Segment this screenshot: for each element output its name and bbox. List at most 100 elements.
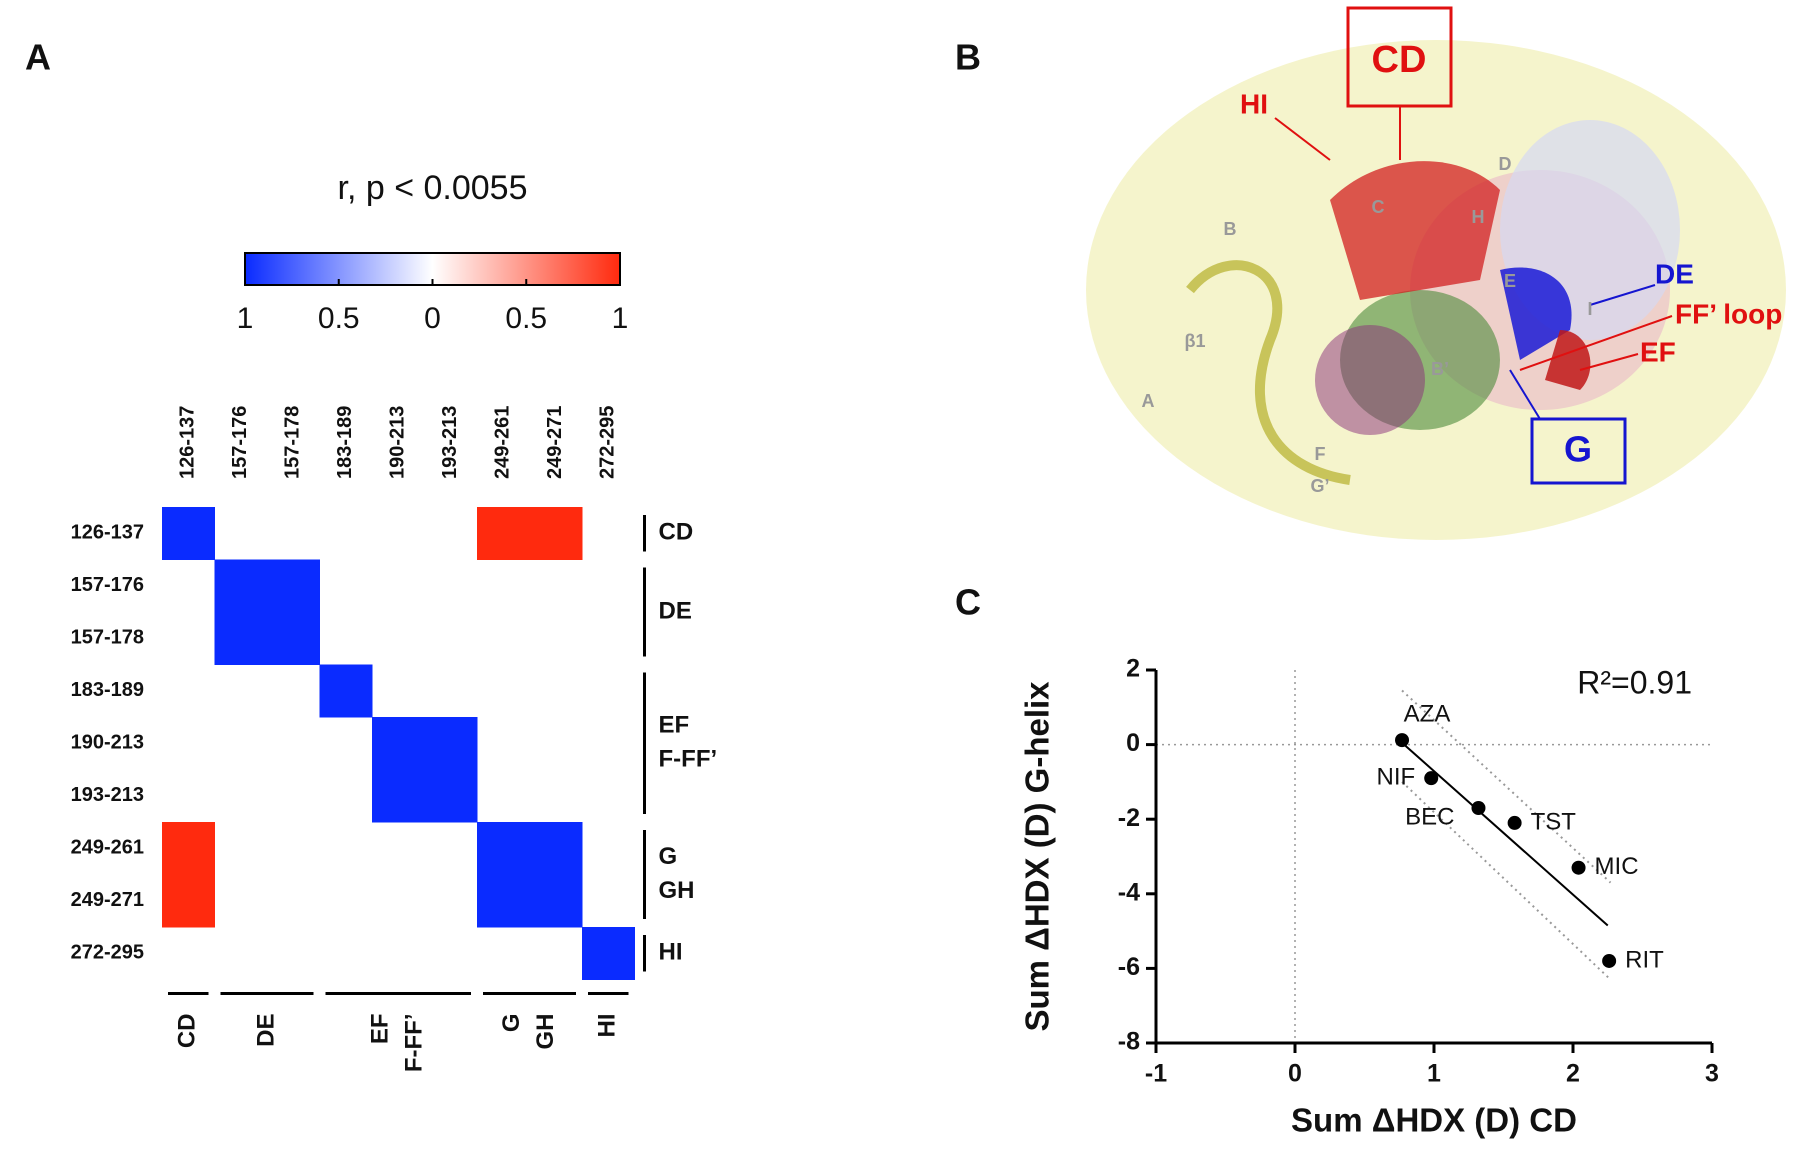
row-group-label: DE [659,597,692,624]
column-group-label: HI [594,1014,621,1038]
point-label: MIC [1595,853,1639,880]
column-label: 249-271 [544,406,566,479]
row-label: 126-137 [71,522,144,544]
x-axis-title: Sum ΔHDX (D) CD [1291,1102,1577,1139]
box-label: CD [1372,39,1427,81]
box-label: G [1564,429,1592,470]
row-label: 157-178 [71,627,144,649]
colorbar-tick-label: 1 [612,302,629,335]
column-group-label: F-FF’ [401,1014,428,1073]
heatmap-cell [267,612,320,665]
y-tick-label: -6 [1118,953,1140,981]
helix [1545,330,1591,390]
colorbar-title: r, p < 0.0055 [338,169,528,207]
row-label: 190-213 [71,732,144,754]
row-label: 249-261 [71,837,144,859]
row-label: 272-295 [71,942,144,964]
helix-label: E [1504,271,1516,291]
column-group-label: CD [174,1014,201,1049]
structure-label: HI [1240,88,1268,119]
x-tick-label: 1 [1427,1060,1441,1088]
fit-line [1401,741,1609,927]
heatmap-cell [477,822,530,875]
helix-label: G’ [1310,476,1329,496]
y-tick-label: -4 [1118,878,1140,906]
colorbar-tick-label: 0.5 [318,302,360,335]
x-tick-label: -1 [1145,1060,1167,1088]
point [1602,953,1617,968]
heatmap-cell [477,507,530,560]
helix-label: D [1499,154,1512,174]
y-tick-label: -8 [1118,1028,1140,1056]
helix-label: H [1472,207,1485,227]
y-tick-label: -2 [1118,804,1140,832]
column-group-label: EF [367,1014,394,1045]
annotation: R²=0.91 [1577,664,1692,700]
leader [1274,117,1331,161]
point-label: TST [1531,808,1577,835]
column-label: 157-176 [229,406,251,479]
column-label: 183-189 [334,406,356,479]
row-label: 183-189 [71,679,144,701]
row-group-label: EF [659,712,690,739]
point-label: NIF [1377,764,1416,791]
column-label: 157-178 [282,406,304,479]
row-label: 157-176 [71,574,144,596]
point [1571,860,1586,875]
leader [1589,284,1656,306]
column-label: 249-261 [492,406,514,479]
helix-label: B [1224,219,1237,239]
colorbar-tick-label: 0 [424,302,441,335]
heatmap-cell [214,612,268,665]
point [1395,733,1410,748]
helix [1500,267,1572,360]
leader [1579,353,1639,371]
point [1424,771,1439,786]
row-label: 193-213 [71,784,144,806]
leader [1509,369,1541,420]
ligand [1315,325,1425,435]
heatmap-cell [529,822,583,875]
panel-letter: B [955,37,981,78]
heatmap-cell [424,769,478,823]
helix-label: C [1372,197,1385,217]
y-axis-title: Sum ΔHDX (D) G-helix [1019,681,1056,1032]
helix-label: F [1315,444,1326,464]
row-group-label: HI [659,939,683,966]
point-label: AZA [1404,700,1451,727]
heatmap-cell [162,507,215,560]
heatmap-cell [162,822,215,875]
y-tick-label: 2 [1126,655,1140,683]
x-tick-label: 2 [1566,1060,1580,1088]
helix-label: β1 [1185,331,1206,351]
leader [1519,315,1673,371]
heatmap-cell [162,874,215,928]
heatmap-cell [214,559,268,613]
column-label: 126-137 [177,406,199,479]
point-label: BEC [1405,803,1454,830]
heatmap-cell [372,769,425,823]
panel-letter: C [955,582,981,623]
heatmap-cell [529,874,583,928]
box [1530,417,1627,485]
heatmap-cell [319,664,373,718]
heatmap-cell [424,717,478,770]
column-label: 190-213 [387,406,409,479]
heatmap-cell [372,717,425,770]
helix-labels: D C H B E Iβ1 B’ A F G’ [1142,154,1593,496]
point [1507,815,1522,830]
column-group-label: GH [532,1014,559,1050]
row-group-label: GH [659,877,695,904]
colorbar-tick-label: 1 [237,302,254,335]
column-group-label: DE [252,1014,279,1047]
heatmap-cell [267,559,320,613]
x-tick-label: 3 [1705,1060,1719,1088]
column-label: 193-213 [439,406,461,479]
heatmap-cell [529,507,583,560]
point-label: RIT [1625,946,1664,973]
helix [1330,161,1500,300]
column-group-label: G [498,1014,525,1033]
point [1471,801,1486,816]
